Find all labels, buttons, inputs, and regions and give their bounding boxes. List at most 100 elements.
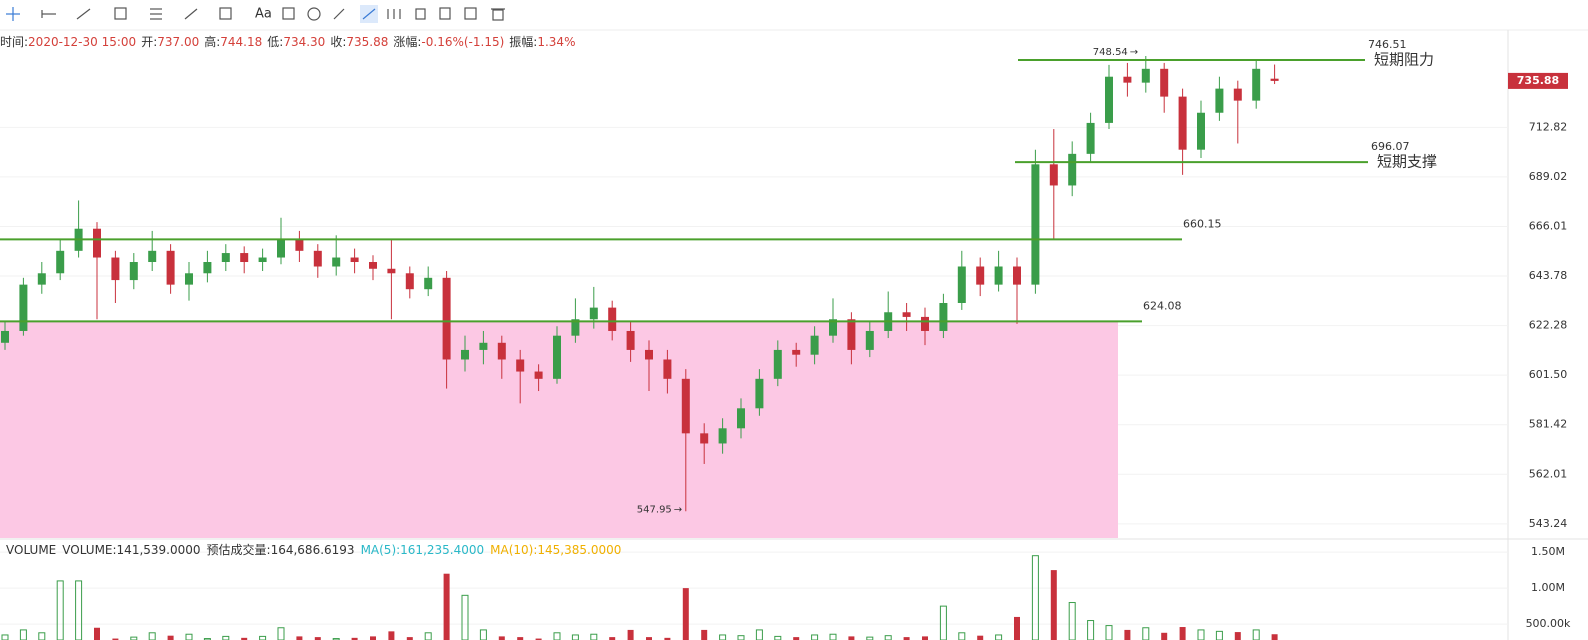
info-label: 时间:: [0, 35, 29, 49]
volume-bar: [332, 638, 340, 640]
volume-bar: [646, 637, 652, 640]
volume-bar: [719, 634, 727, 640]
level-value: 624.08: [1143, 299, 1182, 312]
volume-bar: [1234, 632, 1241, 640]
volume-bar: [1197, 629, 1205, 640]
volume-bar: [903, 637, 910, 640]
volume-title: VOLUME: [6, 543, 57, 557]
candle-body: [939, 302, 948, 331]
candle-body: [847, 319, 856, 350]
candle-body: [461, 349, 469, 360]
candle-body: [516, 359, 525, 372]
candle-body: [369, 262, 377, 269]
volume-bar: [479, 629, 487, 640]
volume-bar: [774, 635, 782, 640]
volume-bar: [443, 573, 450, 640]
y-tick-label: 643.78: [1529, 269, 1568, 282]
candle-body: [1, 330, 9, 343]
toolbar[interactable]: [6, 5, 505, 23]
volume-bar: [1179, 627, 1186, 640]
volume-bar: [977, 635, 984, 640]
text-tool[interactable]: Aa: [255, 7, 272, 22]
info-label: 开:: [141, 35, 158, 49]
candle-body: [1105, 76, 1113, 123]
candle-body: [957, 266, 966, 303]
volume-bar: [130, 636, 138, 640]
candle-body: [1233, 88, 1242, 101]
candle-body: [1160, 68, 1169, 97]
price-tag: [1508, 72, 1568, 89]
volume-bar: [370, 636, 376, 640]
candle-body: [755, 378, 764, 409]
volume-bar: [609, 637, 616, 640]
candle-body: [479, 342, 488, 350]
volume-bar: [682, 588, 689, 640]
candle-body: [1086, 122, 1095, 154]
max-arrow: →: [1130, 47, 1138, 58]
volume-bar: [571, 634, 579, 640]
volume-bar: [167, 635, 174, 640]
volume-bar: [1050, 570, 1057, 640]
candle-body: [258, 257, 267, 263]
volume-bar: [701, 629, 708, 640]
candle-body: [129, 262, 138, 281]
level-label: 短期支撑: [1377, 153, 1437, 171]
candle-body: [571, 319, 580, 336]
candle-body: [792, 349, 801, 355]
volume-bar: [1105, 625, 1113, 640]
volume-bar: [811, 634, 819, 640]
candle-body: [663, 359, 672, 379]
y-tick-label: 622.28: [1529, 319, 1568, 332]
volume-bar: [241, 637, 248, 640]
info-label: 振幅:: [509, 35, 538, 49]
candle-body: [1178, 96, 1187, 150]
candle-body: [1068, 153, 1077, 186]
candle-body: [405, 273, 414, 290]
volume-bar: [148, 632, 156, 640]
candle-body: [921, 316, 929, 331]
min-annotation: 547.95: [637, 504, 672, 515]
info-value: -0.16%(-1.15): [421, 35, 505, 49]
candle-body: [718, 428, 727, 444]
volume-item: VOLUME:141,539.0000: [62, 543, 201, 557]
info-value: 744.18: [220, 35, 263, 49]
info-value: 737.00: [157, 35, 200, 49]
volume-bar: [535, 638, 542, 640]
candle-body: [424, 277, 433, 290]
info-label: 高:: [204, 35, 221, 49]
y-tick-label: 601.50: [1529, 368, 1568, 381]
candle-body: [589, 307, 598, 320]
volume-bar: [56, 580, 64, 640]
candle-body: [1013, 266, 1021, 285]
volume-bar: [259, 635, 267, 640]
candle-body: [976, 266, 985, 285]
candle-body: [1141, 68, 1150, 83]
volume-bar: [1142, 627, 1150, 640]
volume-bar: [1068, 602, 1076, 640]
candle-body: [681, 378, 690, 434]
volume-bar: [38, 632, 46, 640]
volume-item: MA(5):161,235.4000: [360, 543, 485, 557]
info-value: 735.88: [346, 35, 389, 49]
min-arrow: →: [674, 504, 682, 515]
info-value: 734.30: [283, 35, 326, 49]
volume-bar: [1271, 634, 1278, 640]
info-bar: 时间:2020-12-30 15:00 开:737.00 高:744.18 低:734…: [0, 33, 580, 50]
volume-tick-label: 1.00M: [1531, 581, 1565, 594]
volume-bars: [1, 555, 1278, 640]
volume-bar: [112, 638, 119, 640]
level-value: 696.07: [1371, 140, 1410, 153]
candle-body: [829, 319, 837, 336]
volume-item: MA(10):145,385.0000: [490, 543, 622, 557]
volume-bar: [424, 632, 432, 640]
volume-bar: [1, 634, 9, 640]
candle-body: [1031, 164, 1040, 285]
volume-bar: [351, 637, 358, 640]
candle-body: [773, 349, 782, 379]
candle-body: [387, 268, 396, 274]
volume-bar: [94, 627, 100, 640]
volume-tick-label: 500.00k: [1526, 617, 1571, 630]
candle-body: [553, 335, 561, 379]
